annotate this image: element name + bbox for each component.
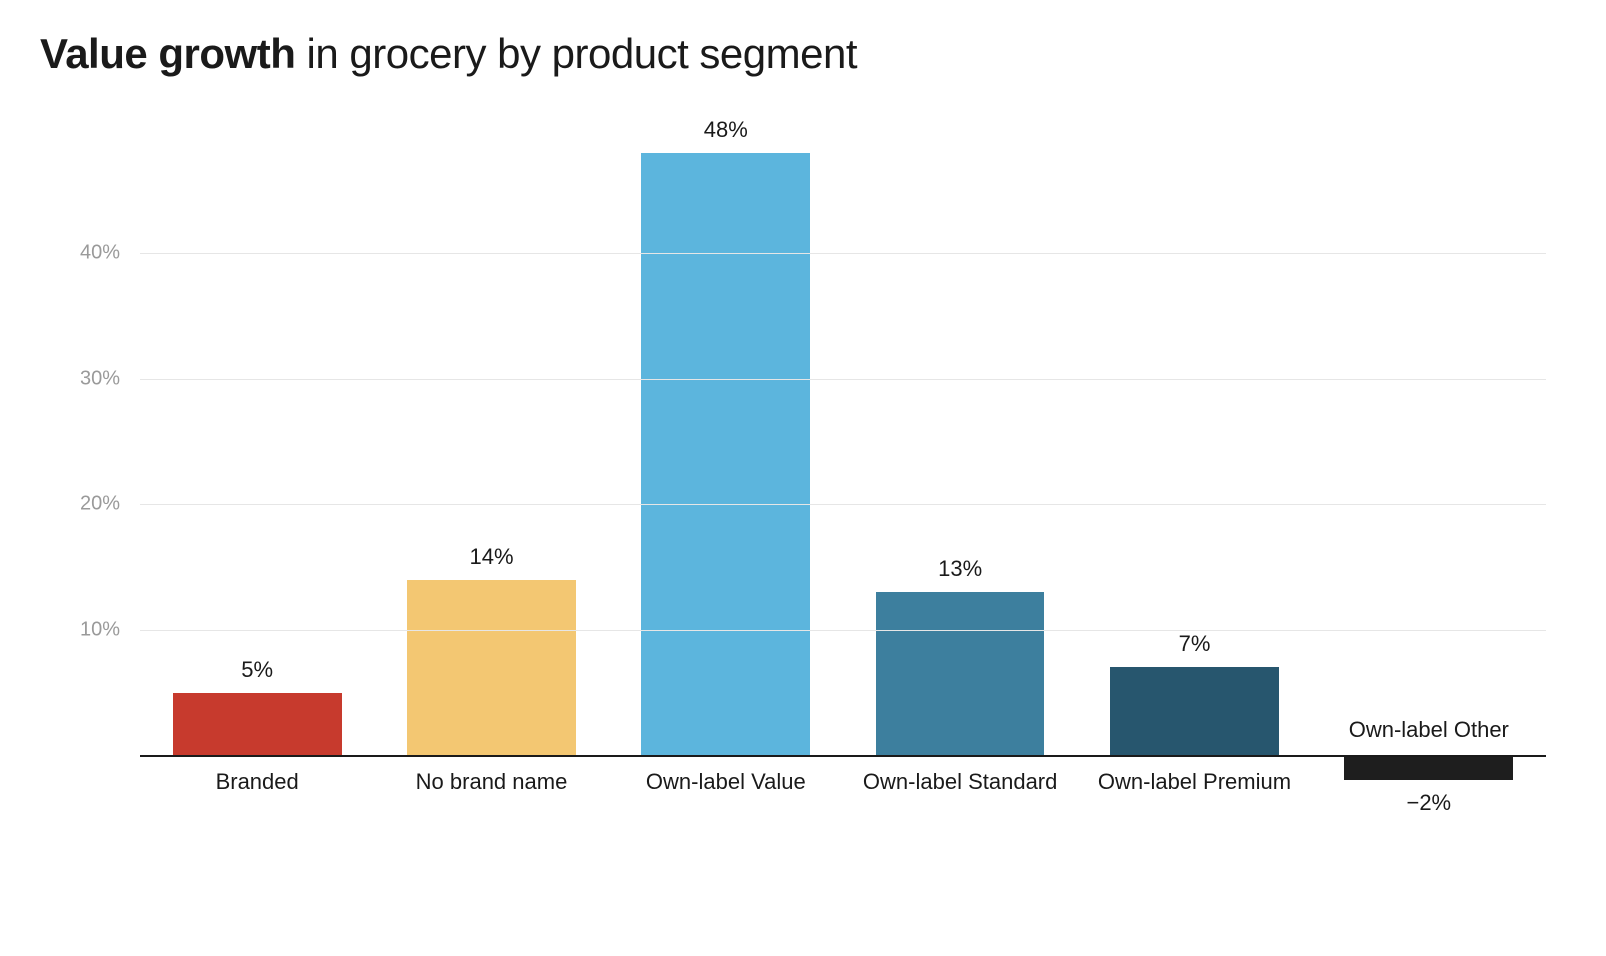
bar-value-label: 48% — [609, 117, 843, 153]
bar-slot: 48%Own-label Value — [609, 128, 843, 818]
bar — [173, 693, 342, 756]
chart-title: Value growth in grocery by product segme… — [40, 30, 1566, 78]
bar — [1344, 755, 1513, 780]
x-axis-label: Own-label Other — [1312, 717, 1546, 755]
x-axis-label: Own-label Standard — [843, 755, 1077, 795]
chart-title-bold: Value growth — [40, 30, 295, 77]
x-axis-label: No brand name — [374, 755, 608, 795]
x-axis-label: Own-label Premium — [1077, 755, 1311, 795]
x-axis-baseline — [140, 755, 1546, 757]
gridline — [140, 504, 1546, 505]
bar-value-label: 7% — [1077, 631, 1311, 667]
y-axis: 10% 20% 30% 40% — [40, 128, 140, 818]
bar-slot: 13% Own-label Standard — [843, 128, 1077, 818]
x-axis-label: Branded — [140, 755, 374, 795]
bar-slot: 14% No brand name — [374, 128, 608, 818]
bars-group: 5% Branded 14% No brand name48%Own-label Va… — [140, 128, 1546, 818]
bar-slot: 5% Branded — [140, 128, 374, 818]
bar — [876, 592, 1045, 755]
bar-slot: 7% Own-label Premium — [1077, 128, 1311, 818]
bar-value-label: 14% — [374, 544, 608, 580]
plot-area: 5% Branded 14% No brand name48%Own-label Va… — [140, 128, 1546, 818]
y-tick-label: 20% — [80, 493, 120, 516]
chart-title-rest: in grocery by product segment — [295, 30, 857, 77]
chart-container: 10% 20% 30% 40% 5% Branded 14% No brand name48… — [40, 128, 1566, 908]
bar-value-label: 13% — [843, 556, 1077, 592]
bar — [641, 153, 810, 755]
gridline — [140, 379, 1546, 380]
y-tick-label: 10% — [80, 618, 120, 641]
bar-value-label: 5% — [140, 657, 374, 693]
bar — [407, 580, 576, 756]
bar — [1110, 667, 1279, 755]
y-tick-label: 40% — [80, 242, 120, 265]
gridline — [140, 253, 1546, 254]
y-tick-label: 30% — [80, 367, 120, 390]
bar-value-label: −2% — [1312, 780, 1546, 816]
x-axis-label: Own-label Value — [609, 755, 843, 795]
gridline — [140, 630, 1546, 631]
bar-slot: −2% Own-label Other — [1312, 128, 1546, 818]
